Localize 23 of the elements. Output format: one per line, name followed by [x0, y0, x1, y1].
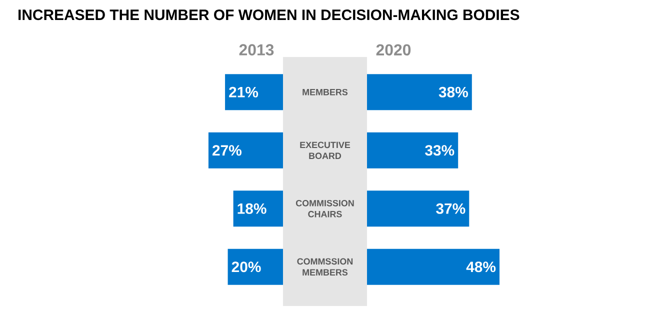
chart-title: INCREASED THE NUMBER OF WOMEN IN DECISION-MAKING BODIES	[18, 10, 520, 20]
y-tick-label: MEMBERS	[302, 88, 348, 96]
bar	[367, 74, 472, 110]
data-label: 18%	[238, 203, 266, 214]
data-label: 21%	[229, 86, 258, 98]
data-label: 33%	[425, 145, 454, 156]
bar	[208, 132, 283, 168]
series-label: 2013	[239, 44, 274, 56]
series-label: 2020	[376, 44, 411, 56]
bar	[233, 190, 283, 227]
data-label: 20%	[232, 262, 261, 272]
data-label: 38%	[438, 86, 468, 98]
bar	[228, 248, 283, 285]
y-tick-label: EXECUTIVE BOARD	[300, 142, 350, 160]
data-label: 37%	[436, 203, 466, 214]
data-label: 48%	[466, 262, 496, 272]
data-label: 27%	[212, 145, 242, 156]
bar	[367, 190, 470, 227]
bar	[367, 132, 458, 168]
bar	[367, 248, 500, 285]
y-tick-label: COMMISSION CHAIRS	[296, 200, 354, 218]
bar	[225, 74, 283, 110]
y-tick-label: COMMSSION MEMBERS	[297, 258, 353, 276]
